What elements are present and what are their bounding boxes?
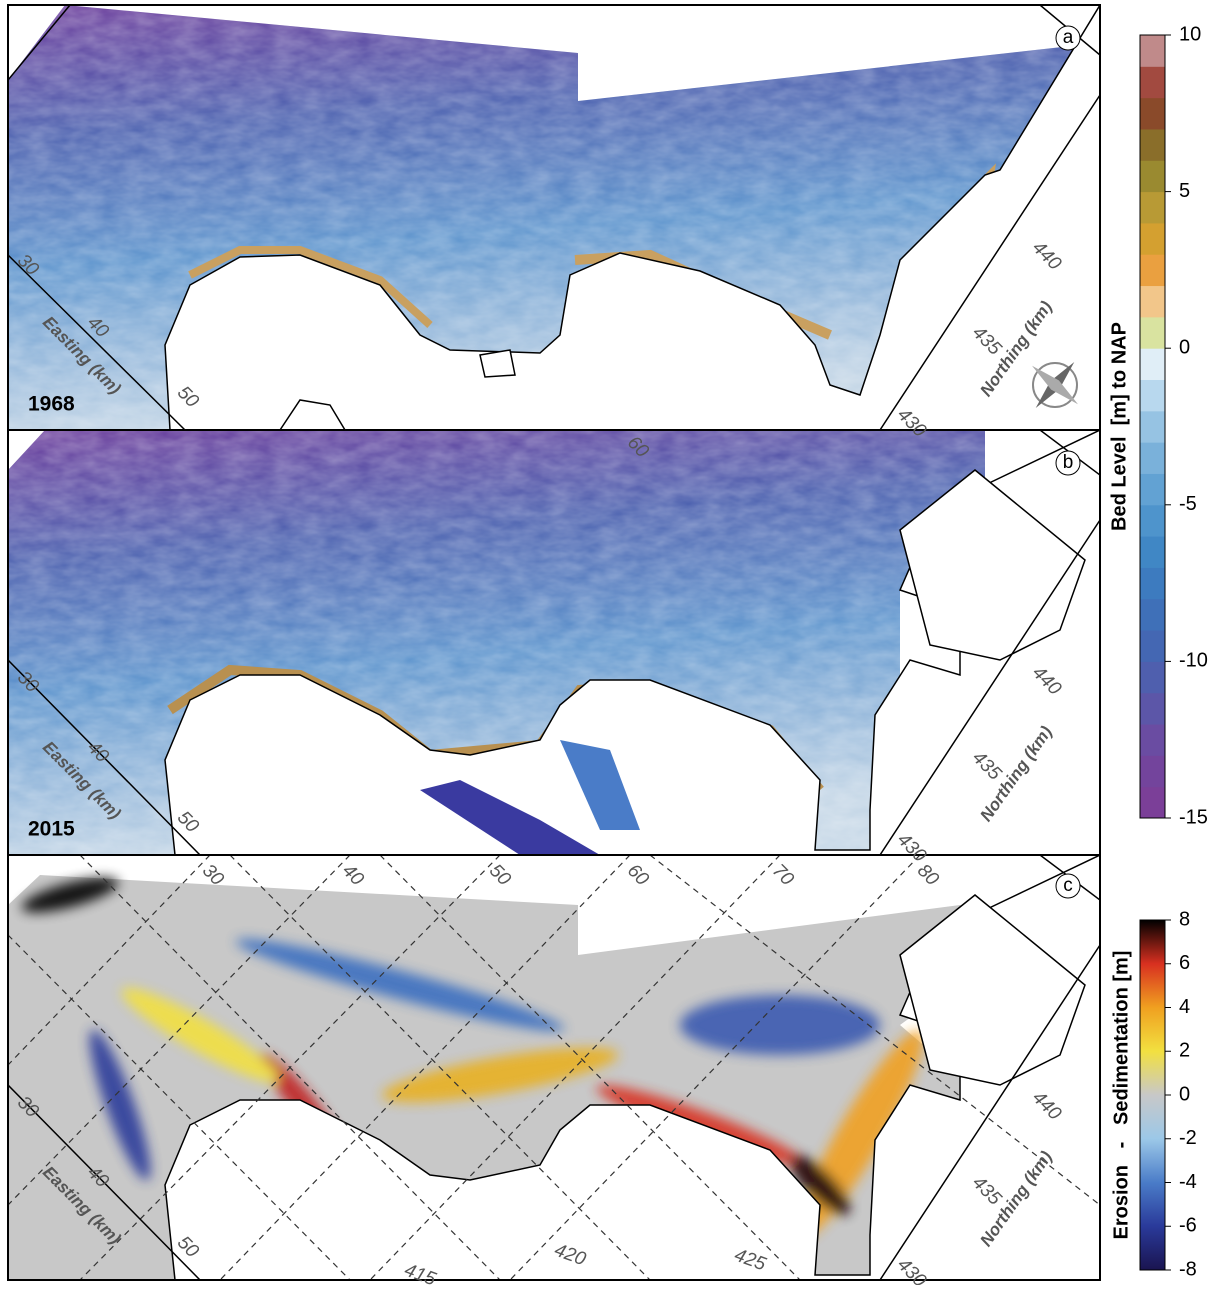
colorbar-band bbox=[1140, 598, 1165, 631]
colorbar-band bbox=[1140, 755, 1165, 788]
colorbar-band bbox=[1140, 692, 1165, 725]
colorbar-band bbox=[1140, 536, 1165, 568]
colorbar-tick-label: -15 bbox=[1179, 806, 1208, 828]
colorbar-band bbox=[1140, 160, 1165, 193]
compass bbox=[1032, 362, 1078, 408]
colorbar-title: Erosion - Sedimentation [m] bbox=[1110, 951, 1132, 1240]
colorbar-band bbox=[1140, 222, 1165, 255]
colorbar-band bbox=[1140, 473, 1165, 506]
year: 2015 bbox=[28, 818, 75, 841]
colorbar-band bbox=[1140, 348, 1165, 381]
panel-label: b bbox=[1063, 452, 1074, 473]
year: 1968 bbox=[28, 393, 75, 416]
panel-labels: a b c bbox=[1055, 25, 1081, 899]
panel-a bbox=[8, 5, 1100, 430]
easting-tick: 80 bbox=[913, 860, 943, 890]
colorbar-band bbox=[1140, 35, 1165, 67]
colorbar-tick-label: 6 bbox=[1179, 952, 1190, 974]
colorbar-band bbox=[1140, 410, 1165, 443]
colorbar-band bbox=[1140, 442, 1165, 474]
colorbar-band bbox=[1140, 285, 1165, 318]
colorbar-tick-label: -5 bbox=[1179, 493, 1197, 515]
colorbar-title: Bed Level [m] to NAP bbox=[1108, 322, 1130, 531]
easting-tick: 60 bbox=[623, 860, 653, 890]
easting-tick: 50 bbox=[485, 860, 515, 890]
colorbar-tick-label: 4 bbox=[1179, 996, 1190, 1018]
colorbar-band bbox=[1140, 504, 1165, 537]
colorbar-tick-label: -2 bbox=[1179, 1127, 1197, 1149]
colorbar-tick-label: -8 bbox=[1179, 1258, 1197, 1280]
colorbar bbox=[1140, 920, 1165, 1270]
colorbar-tick-label: 8 bbox=[1179, 908, 1190, 930]
colorbar-tick-label: -4 bbox=[1179, 1171, 1197, 1193]
colorbar-band bbox=[1140, 379, 1165, 412]
colorbar-tick-label: 2 bbox=[1179, 1040, 1190, 1062]
panel-frame bbox=[7, 854, 1101, 1281]
colorbar-tick-label: 10 bbox=[1179, 23, 1201, 45]
colorbar-frame bbox=[1139, 34, 1166, 819]
colorbar-tick-label: 0 bbox=[1179, 336, 1190, 358]
easting-tick: 40 bbox=[338, 860, 368, 890]
colorbar-tick-label: 0 bbox=[1179, 1083, 1190, 1105]
colorbar-band bbox=[1140, 630, 1165, 662]
easting-tick: 70 bbox=[768, 860, 798, 890]
colorbar-band bbox=[1140, 661, 1165, 694]
colorbar-tick-label: -10 bbox=[1179, 650, 1208, 672]
colorbar-band bbox=[1140, 786, 1165, 819]
panel-label: a bbox=[1063, 27, 1074, 48]
panel-c bbox=[8, 855, 1100, 1280]
colorbar-band bbox=[1140, 316, 1165, 349]
colorbar-band bbox=[1140, 567, 1165, 600]
colorbar-tick-label: 5 bbox=[1179, 180, 1190, 202]
colorbar-band bbox=[1140, 66, 1165, 99]
colorbar-band bbox=[1140, 254, 1165, 287]
panel-b bbox=[8, 430, 1100, 855]
panel-label: c bbox=[1063, 875, 1073, 896]
colorbar-band bbox=[1140, 97, 1165, 130]
colorbar-tick-label: -6 bbox=[1179, 1215, 1197, 1237]
colorbar-band bbox=[1140, 724, 1165, 756]
colorbar-band bbox=[1140, 128, 1165, 161]
colorbar-band bbox=[1140, 191, 1165, 224]
